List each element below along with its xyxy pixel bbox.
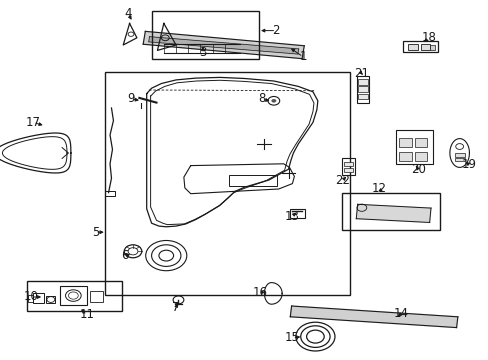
Bar xyxy=(398,138,411,147)
Text: 9: 9 xyxy=(127,93,135,105)
Bar xyxy=(33,293,44,303)
Text: 5: 5 xyxy=(91,226,99,239)
Bar xyxy=(356,76,368,103)
Bar xyxy=(407,44,417,50)
Text: 3: 3 xyxy=(199,46,206,59)
Bar xyxy=(414,138,427,147)
Text: 4: 4 xyxy=(124,7,132,20)
Bar xyxy=(414,152,427,161)
Polygon shape xyxy=(290,306,457,328)
Bar xyxy=(454,153,464,157)
Bar xyxy=(395,130,432,164)
Bar xyxy=(343,168,352,172)
Bar xyxy=(27,281,122,311)
Bar xyxy=(358,86,367,92)
Text: 14: 14 xyxy=(393,307,407,320)
Text: 18: 18 xyxy=(421,31,436,44)
Text: 6: 6 xyxy=(121,249,128,262)
Bar xyxy=(454,158,464,161)
Bar xyxy=(343,162,352,166)
Text: 17: 17 xyxy=(26,116,41,129)
Bar xyxy=(105,191,115,196)
Text: 20: 20 xyxy=(410,163,425,176)
Bar xyxy=(403,41,437,52)
Text: 16: 16 xyxy=(253,286,267,299)
Bar xyxy=(398,152,411,161)
Polygon shape xyxy=(356,204,430,222)
Bar xyxy=(420,44,429,50)
Text: 11: 11 xyxy=(80,309,94,321)
Text: 15: 15 xyxy=(285,331,299,344)
Polygon shape xyxy=(148,37,298,54)
Bar xyxy=(358,79,367,85)
Bar xyxy=(289,209,304,218)
Text: 8: 8 xyxy=(257,93,265,105)
Text: 13: 13 xyxy=(285,210,299,222)
Bar xyxy=(358,94,367,99)
Bar xyxy=(429,45,434,50)
Text: 22: 22 xyxy=(334,174,349,187)
Bar xyxy=(105,72,349,295)
Text: 10: 10 xyxy=(23,291,38,303)
Bar xyxy=(60,286,86,305)
Bar xyxy=(342,158,354,175)
Bar xyxy=(28,295,33,302)
Text: 1: 1 xyxy=(299,50,306,63)
Text: 2: 2 xyxy=(272,24,280,37)
Text: 12: 12 xyxy=(371,183,386,195)
Bar xyxy=(342,193,439,230)
Text: 7: 7 xyxy=(172,301,180,314)
Text: 19: 19 xyxy=(461,158,476,171)
Bar xyxy=(151,11,259,59)
Bar xyxy=(46,296,55,303)
Bar xyxy=(228,175,276,186)
Bar xyxy=(90,291,102,302)
Polygon shape xyxy=(143,31,304,59)
Circle shape xyxy=(271,99,276,103)
Text: 21: 21 xyxy=(354,67,368,80)
